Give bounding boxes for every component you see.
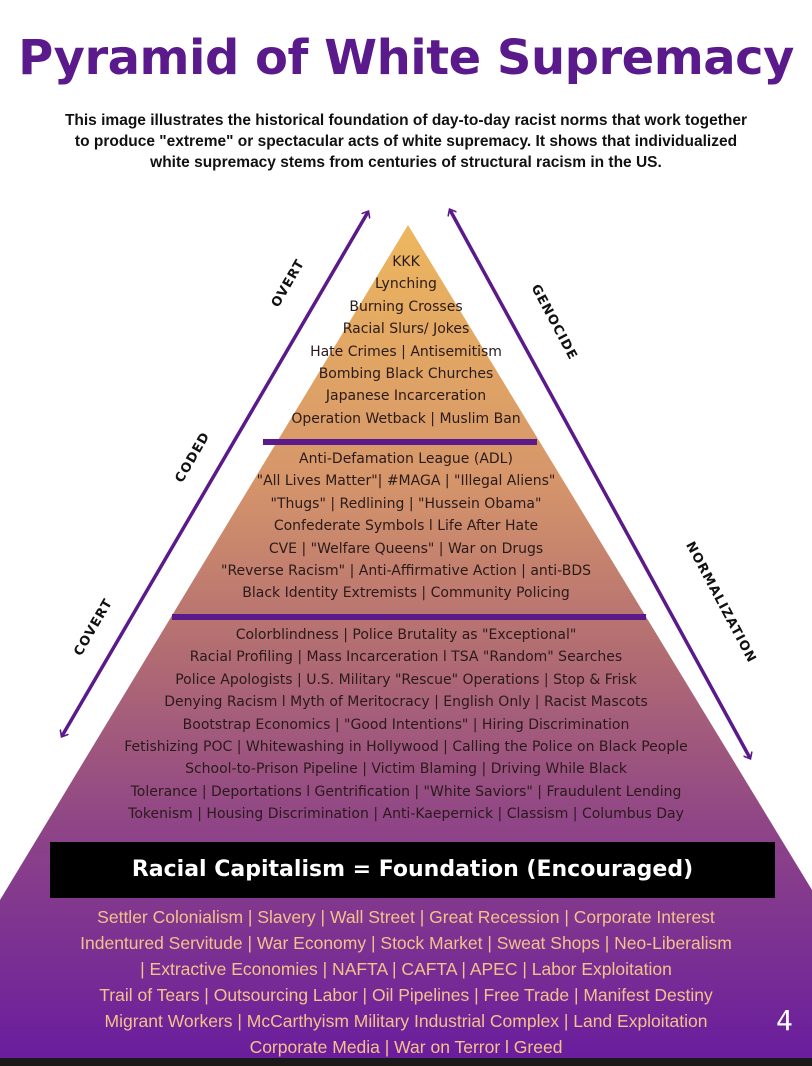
page-title: Pyramid of White Supremacy (18, 30, 794, 86)
tier-item: "All Lives Matter"| #MAGA | "Illegal Ali… (256, 473, 556, 490)
tier-item: Confederate Symbols l Life After Hate (273, 518, 539, 535)
tier-item: "Thugs" | Redlining | "Hussein Obama" (270, 495, 542, 512)
tier-item: Operation Wetback | Muslim Ban (291, 410, 521, 427)
foundation-item: Settler Colonialism | Slavery | Wall Str… (97, 907, 715, 927)
tier-item: "Reverse Racism" | Anti-Affirmative Acti… (221, 562, 591, 579)
tier-item: Racial Slurs/ Jokes (342, 321, 470, 338)
tier-item: Bootstrap Economics | "Good Intentions" … (182, 716, 630, 733)
tier-item: Lynching (375, 276, 437, 293)
tier-item: Fetishizing POC | Whitewashing in Hollyw… (124, 738, 688, 755)
tier-item: School-to-Prison Pipeline | Victim Blami… (185, 761, 627, 778)
foundation-item: Migrant Workers | McCarthyism Military I… (104, 1011, 708, 1031)
tier-item: Racial Profiling | Mass Incarceration l … (189, 649, 623, 666)
tier-item: Bombing Black Churches (318, 365, 494, 382)
bottom-strip (0, 1058, 812, 1066)
tier-item: Tolerance | Deportations l Gentrificatio… (130, 783, 682, 800)
tier-foundation: Settler Colonialism | Slavery | Wall Str… (0, 904, 812, 1060)
tier-item: Denying Racism l Myth of Meritocracy | E… (164, 694, 648, 711)
left-double-arrow (62, 212, 368, 736)
tier-item: Burning Crosses (349, 298, 463, 315)
subtitle: This image illustrates the historical fo… (64, 112, 748, 171)
right-double-arrow (450, 210, 750, 758)
tier-item: Japanese Incarceration (325, 388, 487, 405)
tier-coded: Anti-Defamation League (ADL) "All Lives … (0, 448, 812, 605)
tier-item: Black Identity Extremists | Community Po… (242, 585, 570, 602)
foundation-heading: Racial Capitalism = Foundation (Encourag… (50, 842, 775, 898)
tier-item: Colorblindness | Police Brutality as "Ex… (235, 627, 577, 643)
foundation-item: Trail of Tears | Outsourcing Labor | Oil… (99, 985, 713, 1005)
tier-item: Hate Crimes | Antisemitism (310, 343, 502, 360)
page-number: 4 (776, 1004, 793, 1037)
foundation-item: | Extractive Economies | NAFTA | CAFTA |… (140, 959, 672, 979)
tier-covert: Colorblindness | Police Brutality as "Ex… (0, 624, 812, 826)
foundation-item: Indentured Servitude | War Economy | Sto… (80, 933, 732, 953)
tier-item: CVE | "Welfare Queens" | War on Drugs (268, 540, 544, 557)
tier-item: Police Apologists | U.S. Military "Rescu… (175, 671, 637, 688)
tier-item: Tokenism | Housing Discrimination | Anti… (128, 806, 684, 823)
foundation-item: Corporate Media | War on Terror l Greed (249, 1037, 563, 1057)
tier-item: KKK (392, 254, 420, 270)
tier-item: Anti-Defamation League (ADL) (299, 451, 513, 467)
tier-overt: KKK Lynching Burning Crosses Racial Slur… (0, 251, 812, 430)
